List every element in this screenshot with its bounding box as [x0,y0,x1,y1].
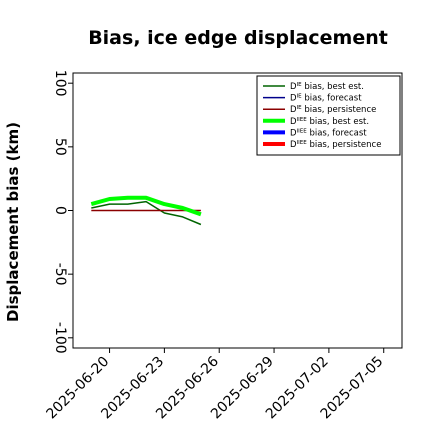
legend-label-4: DIIEE bias, forecast [290,128,367,138]
legend-label-1: DIE bias, forecast [290,94,362,104]
y-tick-label-4: -100 [52,322,68,354]
y-axis-ticks: 100 50 0 -50 -100 [52,70,73,354]
legend-box [256,75,401,156]
y-tick-label-3: -50 [52,263,68,286]
y-tick-label-2: 0 [52,206,68,215]
series-lines [90,195,202,226]
series-line-0 [91,200,202,226]
legend: DIE bias, best est. DIE bias, forecastDIE… [256,75,401,156]
series-line-3 [90,195,202,217]
legend-label-3: DIIEE bias, best est. [290,117,369,127]
x-axis-ticks: 2025-06-202025-06-232025-06-262025-06-29… [44,348,387,422]
y-tick-label-0: 100 [52,70,68,97]
legend-label-2: DIE bias, persistence [290,105,376,115]
legend-label-5: DIIEE bias, persistence [290,140,381,150]
legend-label-0: DIE bias, best est. [290,82,364,92]
chart-title: Bias, ice edge displacement [88,27,388,49]
plot-frame [72,72,403,349]
y-tick-label-1: 50 [52,138,68,156]
y-axis-label: Displacement bias (km) [4,122,22,322]
